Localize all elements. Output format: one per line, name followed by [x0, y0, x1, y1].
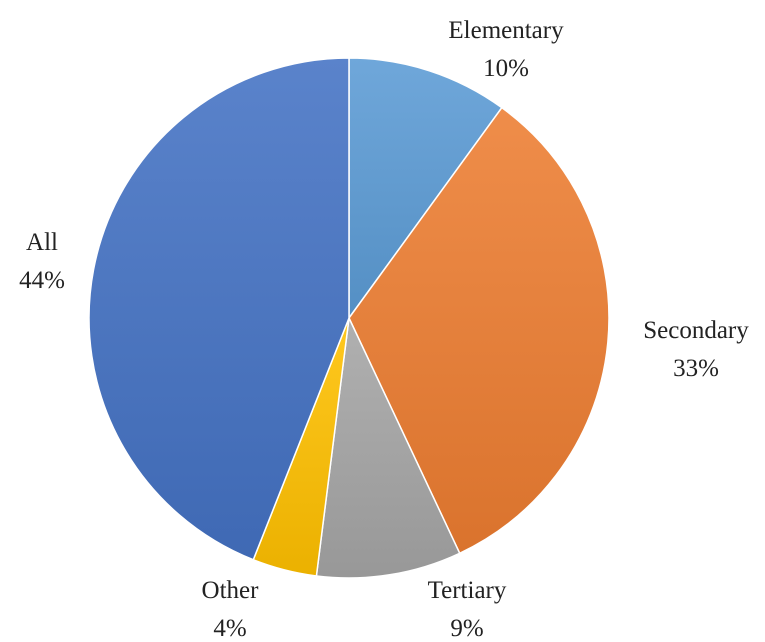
slice-label-tertiary: Tertiary: [428, 577, 507, 604]
slice-value-tertiary: 9%: [450, 615, 483, 637]
pie-slice-secondary: [348, 106, 610, 555]
slice-value-all: 44%: [19, 267, 65, 294]
pie-slice-elementary: [348, 57, 503, 321]
slice-label-secondary: Secondary: [643, 317, 749, 344]
slice-label-elementary: Elementary: [448, 17, 564, 44]
slice-value-secondary: 33%: [673, 355, 719, 382]
pie-slice-tertiary: [315, 315, 461, 579]
pie-slices: [88, 57, 610, 579]
pie-slice-all: [88, 57, 350, 561]
slice-label-all: All: [26, 229, 58, 256]
pie-data-labels: Elementary 10% Secondary 33% Tertiary 9% Other…: [19, 17, 749, 642]
slice-value-other: 4%: [213, 615, 246, 637]
slice-value-elementary: 10%: [483, 55, 529, 82]
slice-label-other: Other: [202, 577, 260, 604]
